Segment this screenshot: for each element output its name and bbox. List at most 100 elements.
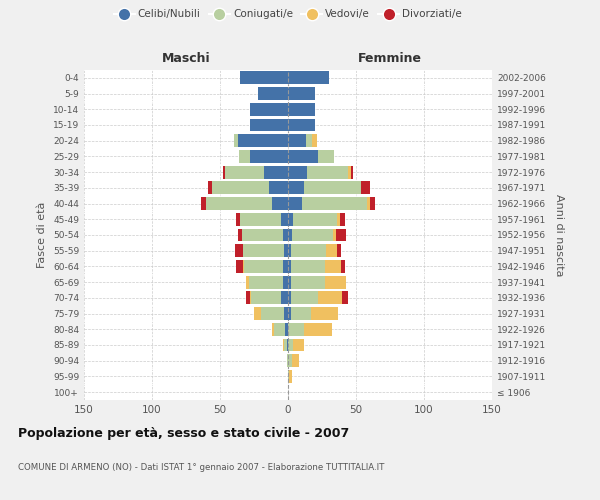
Text: Femmine: Femmine — [358, 52, 422, 66]
Bar — [288, 150, 318, 163]
Bar — [288, 228, 292, 241]
Bar — [250, 103, 288, 116]
Bar — [223, 166, 226, 178]
Bar — [304, 182, 361, 194]
Bar — [269, 182, 288, 194]
Bar — [288, 338, 293, 351]
Bar — [293, 213, 337, 226]
Bar — [311, 307, 338, 320]
Bar — [250, 150, 288, 163]
Bar — [226, 166, 263, 178]
Bar — [288, 260, 291, 273]
Bar — [283, 260, 288, 273]
Bar — [283, 228, 288, 241]
Bar — [236, 260, 243, 273]
Bar — [263, 166, 288, 178]
Bar — [238, 228, 242, 241]
Bar — [288, 213, 293, 226]
Bar — [236, 213, 241, 226]
Bar — [285, 323, 288, 336]
Bar — [326, 244, 337, 257]
Bar — [337, 244, 341, 257]
Bar — [284, 307, 288, 320]
Bar — [250, 292, 251, 304]
Bar — [235, 244, 243, 257]
Bar — [283, 338, 284, 351]
Bar — [254, 307, 261, 320]
Bar — [288, 292, 291, 304]
Bar — [238, 134, 288, 147]
Bar — [350, 166, 353, 178]
Bar — [288, 323, 304, 336]
Bar — [281, 213, 288, 226]
Bar — [287, 338, 288, 351]
Bar — [361, 182, 370, 194]
Bar — [337, 213, 340, 226]
Y-axis label: Fasce di età: Fasce di età — [37, 202, 47, 268]
Bar — [241, 213, 281, 226]
Bar — [302, 197, 367, 210]
Bar — [292, 354, 299, 367]
Bar — [291, 307, 311, 320]
Bar — [274, 323, 285, 336]
Bar — [212, 182, 269, 194]
Bar — [243, 260, 244, 273]
Bar — [348, 166, 350, 178]
Legend: Celibi/Nubili, Coniugati/e, Vedovi/e, Divorziati/e: Celibi/Nubili, Coniugati/e, Vedovi/e, Di… — [110, 5, 466, 24]
Bar — [288, 354, 292, 367]
Bar — [243, 244, 284, 257]
Bar — [313, 134, 317, 147]
Bar — [318, 292, 343, 304]
Bar — [272, 323, 274, 336]
Text: Maschi: Maschi — [161, 52, 211, 66]
Bar — [291, 276, 325, 288]
Bar — [233, 134, 238, 147]
Bar — [261, 307, 284, 320]
Bar — [341, 260, 345, 273]
Bar — [335, 228, 346, 241]
Bar — [318, 150, 334, 163]
Bar — [250, 118, 288, 132]
Bar — [288, 118, 315, 132]
Bar — [307, 166, 348, 178]
Bar — [340, 213, 345, 226]
Bar — [370, 197, 375, 210]
Bar — [208, 182, 212, 194]
Bar — [288, 276, 291, 288]
Bar — [305, 134, 313, 147]
Bar — [246, 292, 250, 304]
Bar — [288, 87, 315, 100]
Text: Popolazione per età, sesso e stato civile - 2007: Popolazione per età, sesso e stato civil… — [18, 428, 349, 440]
Bar — [291, 260, 325, 273]
Text: COMUNE DI ARMENO (NO) - Dati ISTAT 1° gennaio 2007 - Elaborazione TUTTITALIA.IT: COMUNE DI ARMENO (NO) - Dati ISTAT 1° ge… — [18, 462, 385, 471]
Bar — [289, 370, 292, 383]
Bar — [239, 150, 250, 163]
Bar — [291, 244, 326, 257]
Bar — [367, 197, 370, 210]
Bar — [288, 307, 291, 320]
Bar — [281, 292, 288, 304]
Bar — [291, 292, 318, 304]
Bar — [284, 244, 288, 257]
Bar — [288, 244, 291, 257]
Bar — [288, 182, 304, 194]
Bar — [288, 72, 329, 85]
Bar — [292, 228, 333, 241]
Bar — [287, 354, 288, 367]
Bar — [288, 103, 315, 116]
Bar — [283, 276, 288, 288]
Bar — [246, 276, 248, 288]
Bar — [288, 134, 305, 147]
Bar — [304, 323, 332, 336]
Bar — [288, 166, 307, 178]
Bar — [288, 197, 302, 210]
Bar — [325, 276, 346, 288]
Bar — [248, 276, 283, 288]
Bar — [284, 338, 287, 351]
Bar — [333, 228, 335, 241]
Bar — [293, 338, 304, 351]
Bar — [242, 228, 283, 241]
Y-axis label: Anni di nascita: Anni di nascita — [554, 194, 565, 276]
Bar — [288, 370, 289, 383]
Bar — [325, 260, 341, 273]
